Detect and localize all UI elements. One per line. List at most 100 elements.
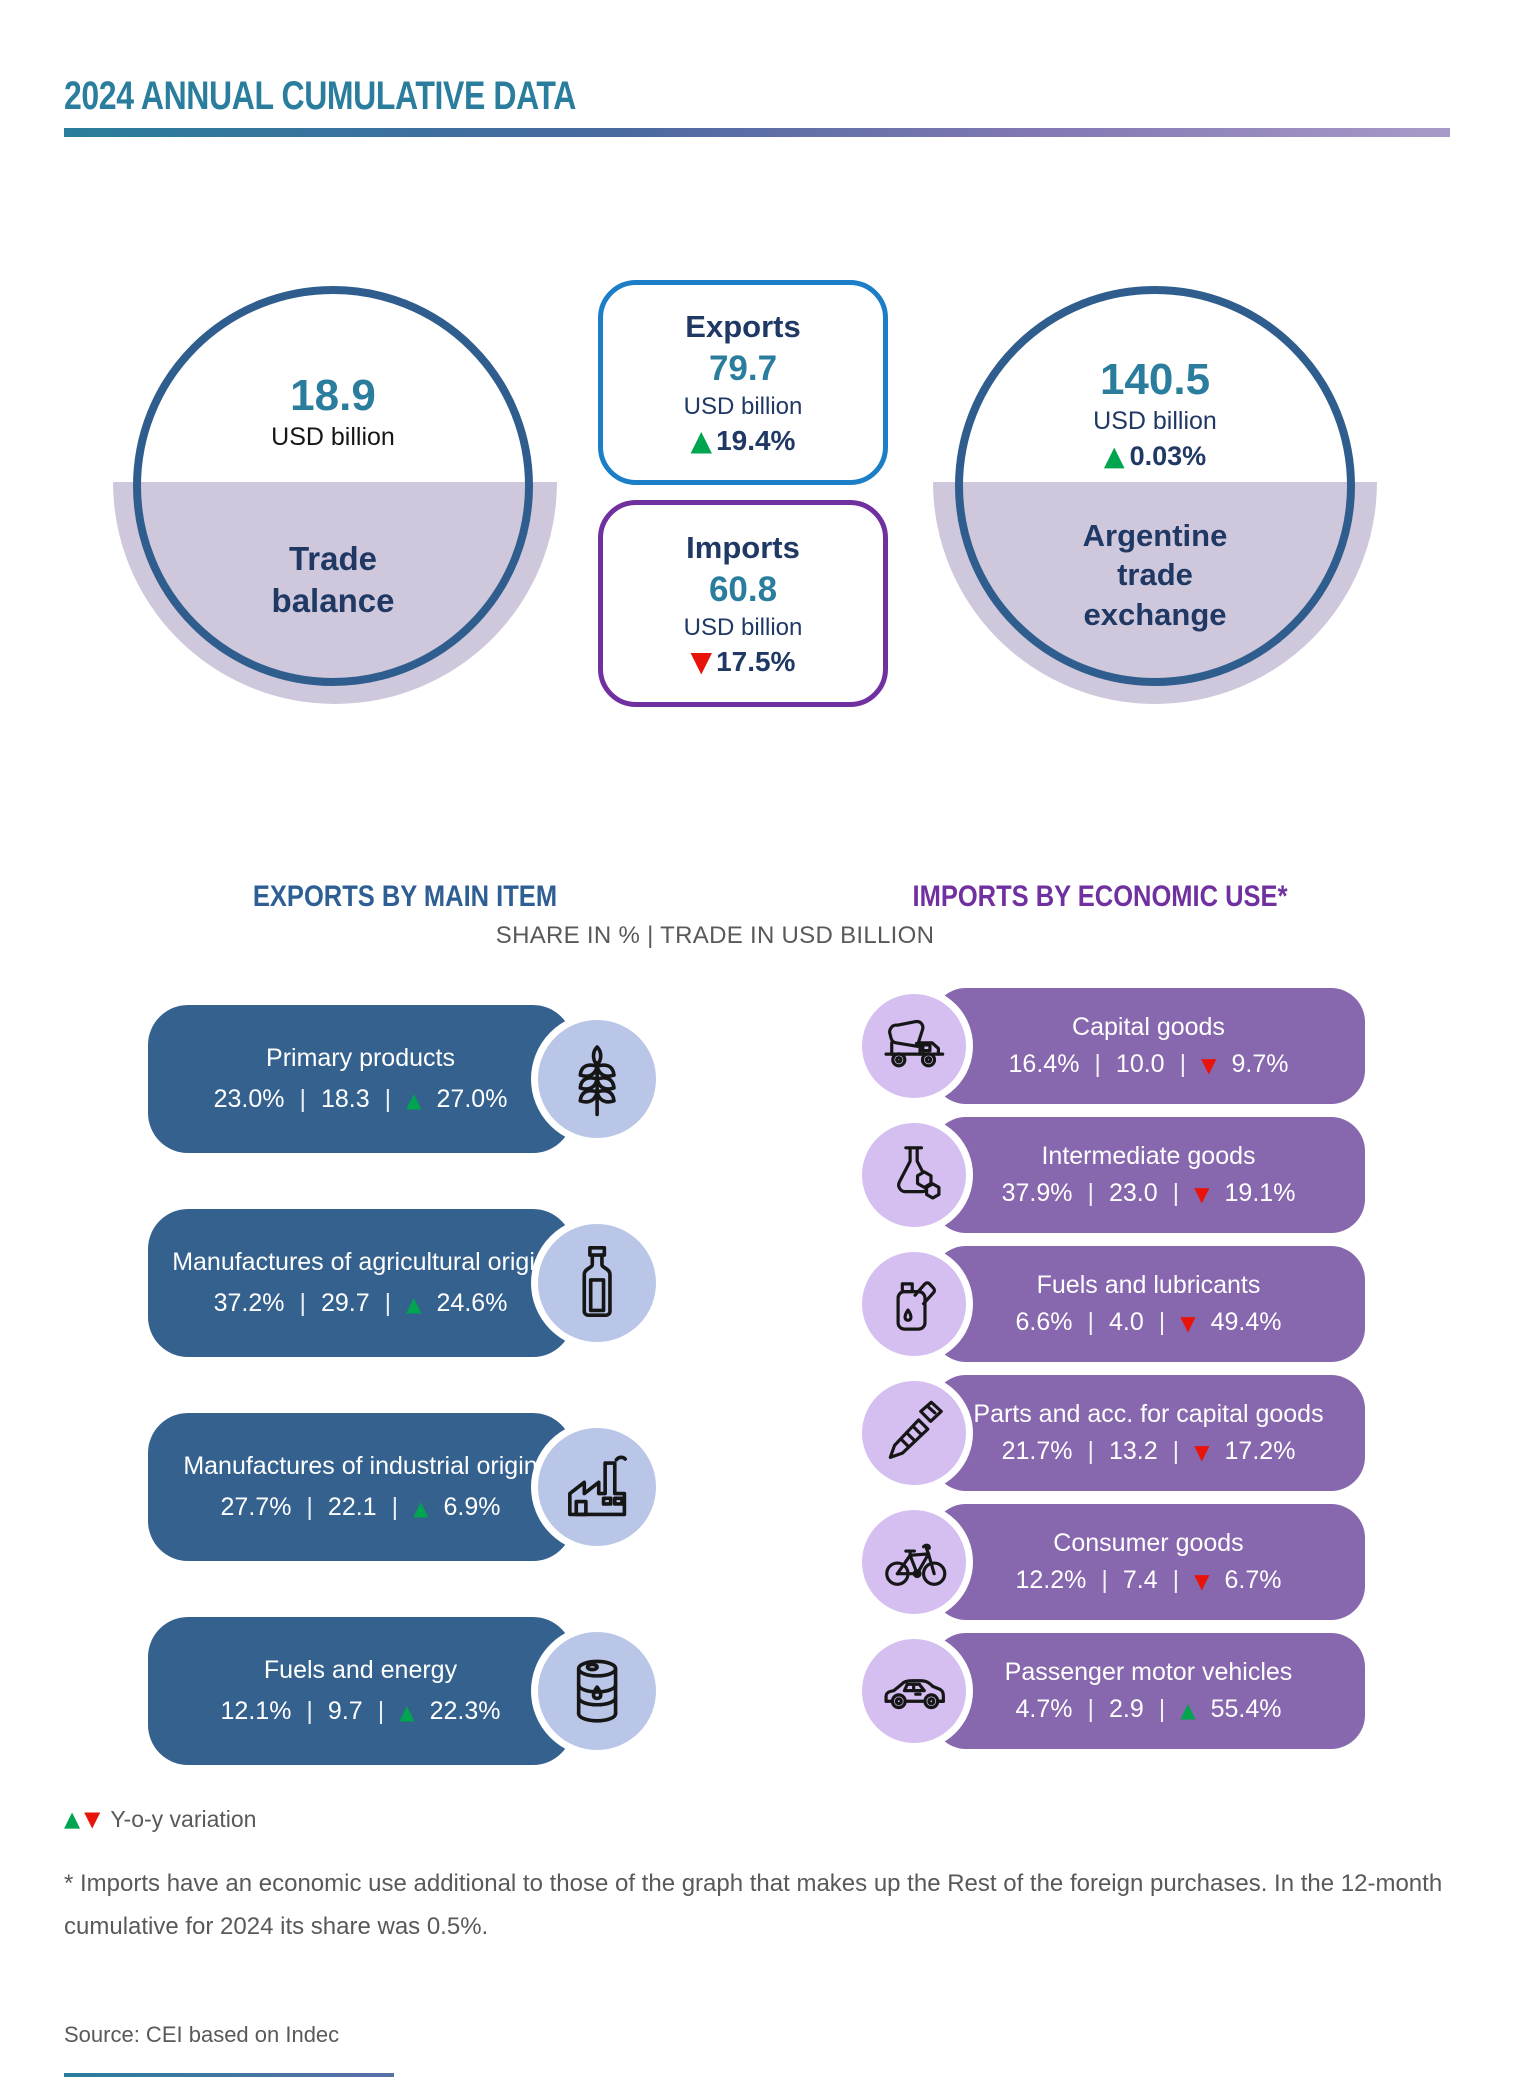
pill-bar xyxy=(932,988,1365,1104)
imports-box: Imports 60.8 USD billion ▼ 17.5% xyxy=(598,500,888,707)
separator: | xyxy=(1087,1308,1094,1336)
pill-text: Manufactures of agricultural origin 37.2%… xyxy=(148,1209,573,1357)
pill-text: Consumer goods 12.2% | 7.4 | ▼ 6.7% xyxy=(932,1504,1365,1620)
item-label: Capital goods xyxy=(1072,1013,1225,1041)
share-value: 4.7% xyxy=(1015,1695,1073,1723)
variation-value: 22.3% xyxy=(429,1697,501,1725)
down-triangle-icon: ▼ xyxy=(1194,1568,1210,1593)
separator: | xyxy=(1101,1566,1108,1594)
item-values: 6.6% | 4.0 | ▼ 49.4% xyxy=(1015,1308,1281,1337)
trade-balance-label: Trade balance xyxy=(271,540,395,619)
pill-text: Manufactures of industrial origin 27.7% | 2… xyxy=(148,1413,573,1561)
pill-text: Fuels and lubricants 6.6% | 4.0 | ▼ 49.4% xyxy=(932,1246,1365,1362)
pill-bar xyxy=(932,1117,1365,1233)
item-label: Parts and acc. for capital goods xyxy=(973,1400,1324,1428)
export-item-row: Manufactures of agricultural origin 37.2%… xyxy=(148,1209,663,1357)
yoy-legend-label: Y-o-y variation xyxy=(110,1806,257,1832)
pill-text: Parts and acc. for capital goods 21.7% | 13… xyxy=(932,1375,1365,1491)
screw-icon xyxy=(855,1374,973,1492)
separator: | xyxy=(1172,1437,1180,1465)
variation-value: 24.6% xyxy=(436,1289,508,1317)
separator: | xyxy=(1172,1566,1180,1594)
pill-bar xyxy=(932,1504,1365,1620)
oil-can-icon xyxy=(855,1245,973,1363)
item-label: Fuels and lubricants xyxy=(1036,1271,1261,1299)
variation-value: 17.2% xyxy=(1224,1437,1296,1465)
down-triangle-icon: ▼ xyxy=(1194,1439,1210,1464)
trade-exchange-variation: ▲ 0.03% xyxy=(1104,441,1206,472)
imports-footnote: * Imports have an economic use additiona… xyxy=(64,1870,1443,1941)
trade-value: 13.2 xyxy=(1108,1437,1158,1465)
pill-bar xyxy=(148,1005,573,1153)
title-underline xyxy=(64,128,1450,137)
page-title: 2024 ANNUAL CUMULATIVE DATA xyxy=(64,74,576,118)
imports-box-title: Imports xyxy=(686,529,800,565)
pill-text: Capital goods 16.4% | 10.0 | ▼ 9.7% xyxy=(932,988,1365,1104)
car-icon xyxy=(855,1632,973,1750)
import-item-row: Fuels and lubricants 6.6% | 4.0 | ▼ 49.4% xyxy=(855,1245,1366,1363)
export-item-row: Fuels and energy 12.1% | 9.7 | ▲ 22.3% xyxy=(148,1617,663,1765)
up-triangle-icon: ▲ xyxy=(64,1807,81,1831)
exports-box-title: Exports xyxy=(685,308,801,344)
separator: | xyxy=(1158,1695,1166,1723)
separator: | xyxy=(1087,1695,1094,1723)
up-triangle-icon: ▲ xyxy=(1103,441,1125,473)
item-values: 4.7% | 2.9 | ▲ 55.4% xyxy=(1015,1695,1281,1724)
down-triangle-icon: ▼ xyxy=(1194,1181,1210,1206)
up-triangle-icon: ▲ xyxy=(406,1087,422,1112)
variation-value: 6.9% xyxy=(443,1493,501,1521)
trade-balance-circle: 18.9 USD billion Trade balance xyxy=(133,286,533,686)
item-label: Consumer goods xyxy=(1053,1529,1244,1557)
trade-exchange-label: Argentine trade exchange xyxy=(1082,518,1228,632)
bicycle-icon xyxy=(855,1503,973,1621)
import-item-row: Passenger motor vehicles 4.7% | 2.9 | ▲ 55.4% xyxy=(855,1632,1366,1750)
export-item-row: Manufactures of industrial origin 27.7% | 2… xyxy=(148,1413,663,1561)
factory-icon xyxy=(531,1421,663,1553)
exports-box-value: 79.7 xyxy=(708,348,778,388)
trade-value: 22.1 xyxy=(327,1493,377,1521)
up-triangle-icon: ▲ xyxy=(406,1291,422,1316)
share-value: 6.6% xyxy=(1015,1308,1073,1336)
share-value: 23.0% xyxy=(213,1085,285,1113)
trade-value: 9.7 xyxy=(327,1697,363,1725)
pill-text: Primary products 23.0% | 18.3 | ▲ 27.0% xyxy=(148,1005,573,1153)
separator: | xyxy=(306,1697,313,1725)
variation-value: 19.1% xyxy=(1224,1179,1296,1207)
pill-text: Fuels and energy 12.1% | 9.7 | ▲ 22.3% xyxy=(148,1617,573,1765)
pill-bar xyxy=(932,1375,1365,1491)
pill-bar xyxy=(148,1413,573,1561)
exports-box-variation: ▲ 19.4% xyxy=(691,425,796,457)
share-value: 16.4% xyxy=(1008,1050,1080,1078)
item-label: Manufactures of industrial origin xyxy=(183,1452,538,1480)
item-values: 16.4% | 10.0 | ▼ 9.7% xyxy=(1009,1050,1289,1079)
item-values: 37.9% | 23.0 | ▼ 19.1% xyxy=(1002,1179,1296,1208)
share-value: 37.9% xyxy=(1001,1179,1073,1207)
share-value: 37.2% xyxy=(213,1289,285,1317)
separator: | xyxy=(299,1085,306,1113)
bottom-rule xyxy=(64,2073,394,2077)
item-label: Primary products xyxy=(266,1044,455,1072)
trade-value: 4.0 xyxy=(1108,1308,1144,1336)
item-values: 27.7% | 22.1 | ▲ 6.9% xyxy=(221,1493,501,1522)
imports-box-variation: ▼ 17.5% xyxy=(691,646,796,678)
imports-box-value: 60.8 xyxy=(708,569,778,609)
item-values: 21.7% | 13.2 | ▼ 17.2% xyxy=(1002,1437,1296,1466)
item-values: 12.1% | 9.7 | ▲ 22.3% xyxy=(221,1697,501,1726)
yoy-legend: ▲ ▼ Y-o-y variation xyxy=(64,1806,256,1833)
barrel-icon xyxy=(531,1625,663,1757)
mixer-truck-icon xyxy=(855,987,973,1105)
trade-exchange-variation-value: 0.03% xyxy=(1129,441,1207,472)
exports-variation-value: 19.4% xyxy=(716,424,796,456)
share-value: 27.7% xyxy=(220,1493,292,1521)
variation-value: 6.7% xyxy=(1224,1566,1282,1594)
up-triangle-icon: ▲ xyxy=(399,1699,415,1724)
exports-box: Exports 79.7 USD billion ▲ 19.4% xyxy=(598,280,888,485)
separator: | xyxy=(391,1493,399,1521)
trade-exchange-unit: USD billion xyxy=(1093,407,1217,436)
import-item-row: Parts and acc. for capital goods 21.7% | 13… xyxy=(855,1374,1366,1492)
trade-value: 29.7 xyxy=(320,1289,370,1317)
down-triangle-icon: ▼ xyxy=(84,1807,101,1831)
imports-section-heading: IMPORTS BY ECONOMIC USE* xyxy=(912,880,1288,913)
down-triangle-icon: ▼ xyxy=(690,644,713,678)
